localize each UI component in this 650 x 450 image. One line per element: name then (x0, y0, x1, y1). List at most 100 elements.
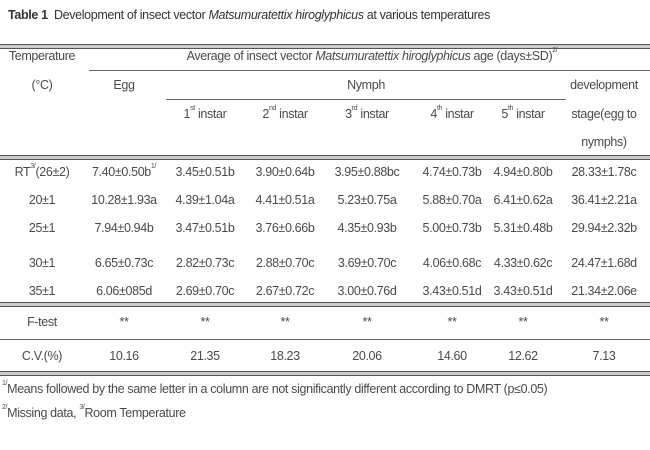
instar-label: instar (194, 107, 227, 121)
cell-value: 36.41±2.21a (571, 193, 637, 207)
average-underline (89, 70, 650, 71)
title-text: Development of insect vector (53, 8, 209, 22)
ftest-value: ** (447, 315, 457, 329)
cell-i3: 4.35±0.93b (338, 221, 397, 235)
instar-number: 4 (430, 107, 437, 121)
temp-text: 20±1 (28, 193, 56, 207)
cell-i5: 4.94±0.80b (494, 165, 553, 179)
cell-value: 3.47±0.51b (175, 221, 235, 235)
top-rule (0, 44, 650, 49)
cell-egg: 6.06±085d (96, 284, 152, 298)
cell-i5: 4.33±0.62c (493, 256, 553, 270)
cell-egg: 7.40±0.50b1/ (92, 163, 156, 179)
instar-number: 5 (501, 107, 508, 121)
temp-text-end: (26±2) (35, 165, 70, 179)
footnote-ref: 2/ (552, 47, 558, 54)
cell-i1: 4.39±1.04a (176, 193, 235, 207)
header-instar-5: 5th instar (501, 105, 545, 121)
ftest-value: ** (119, 315, 129, 329)
cell-i5: 5.31±0.48b (494, 221, 553, 235)
cell-value: 4.35±0.93b (337, 221, 397, 235)
cell-i4: 3.43±0.51d (423, 284, 482, 298)
cell-i3: 3.95±0.88bc (335, 165, 400, 179)
title-text-end: at various temperatures (363, 8, 491, 22)
cell-i4: 4.74±0.73b (423, 165, 482, 179)
footnote-ref: 3/ (30, 163, 36, 170)
footnote-mark: 1/ (2, 380, 8, 387)
instar-suffix: th (507, 105, 514, 112)
cell-i1: 3.47±0.51b (176, 221, 235, 235)
cell-i5: 3.43±0.51d (494, 284, 553, 298)
cell-value: 6.06±085d (96, 284, 152, 298)
cell-value: 21.34±2.06e (571, 284, 637, 298)
cell-value: 4.41±0.51a (255, 193, 315, 207)
cell-i1: 3.45±0.51b (176, 165, 235, 179)
cell-i2: 2.67±0.72c (256, 284, 315, 298)
ftest-value: ** (518, 315, 528, 329)
cell-i1: 2.82±0.73c (175, 256, 235, 270)
footnote-1: 1/Means followed by the same letter in a… (2, 380, 548, 396)
instar-number: 3 (345, 107, 352, 121)
cell-i2: 3.76±0.66b (256, 221, 315, 235)
cell-i2: 4.41±0.51a (256, 193, 315, 207)
cell-value: 3.43±0.51d (422, 284, 482, 298)
cv-value: 7.13 (592, 349, 616, 363)
cell-value: 10.28±1.93a (91, 193, 157, 207)
cell-i2: 2.88±0.70c (256, 256, 315, 270)
cell-dev: 21.34±2.06e (571, 284, 637, 298)
cell-value: 4.39±1.04a (175, 193, 235, 207)
cell-temperature: 20±1 (28, 193, 56, 207)
nymph-underline (166, 99, 566, 100)
instar-suffix: rd (351, 105, 358, 112)
cv-value: 21.35 (190, 349, 220, 363)
cell-egg: 10.28±1.93a (91, 193, 157, 207)
table-title: Table 1 Development of insect vector Mat… (8, 8, 490, 22)
cell-value: 3.76±0.66b (255, 221, 315, 235)
cell-value: 5.88±0.70a (422, 193, 482, 207)
instar-number: 2 (262, 107, 269, 121)
header-nymph: Nymph (347, 78, 385, 92)
header-development-2: stage(egg to (571, 107, 637, 121)
header-bottom-rule (0, 155, 650, 160)
cell-dev: 24.47±1.68d (571, 256, 637, 270)
temp-text: RT (14, 165, 31, 179)
cell-value: 5.00±0.73b (422, 221, 482, 235)
cell-value: 3.95±0.88bc (334, 165, 400, 179)
ftest-label: F-test (27, 315, 57, 329)
header-temperature: Temperature (8, 49, 76, 63)
cell-value: 28.33±1.78c (571, 165, 637, 179)
cell-value: 4.06±0.68c (422, 256, 482, 270)
header-instar-1: 1st instar (184, 105, 227, 121)
table-bottom-rule (0, 371, 650, 376)
header-average-text-end: age (days±SD) (470, 49, 553, 63)
ftest-value: ** (599, 315, 609, 329)
footnote-text: Room Temperature (84, 406, 187, 420)
footnote-text: Means followed by the same letter in a c… (7, 382, 548, 396)
cell-value: 3.43±0.51d (493, 284, 553, 298)
cell-value: 2.82±0.73c (175, 256, 235, 270)
cell-i3: 5.23±0.75a (338, 193, 397, 207)
cell-value: 4.94±0.80b (493, 165, 553, 179)
header-unit: (°C) (31, 78, 53, 92)
cell-value: 29.94±2.32b (571, 221, 637, 235)
cell-i3: 3.69±0.70c (337, 256, 397, 270)
cell-temperature: 30±1 (29, 256, 56, 270)
header-average-species: Matsumuratettix hiroglyphicus (315, 49, 471, 63)
cv-value: 10.16 (109, 349, 139, 363)
ftest-value: ** (200, 315, 210, 329)
header-instar-3: 3rd instar (345, 105, 389, 121)
cell-temperature: 35±1 (29, 284, 56, 298)
cell-value: 6.41±0.62a (493, 193, 553, 207)
cv-label: C.V.(%) (21, 349, 63, 363)
cell-value: 4.33±0.62c (493, 256, 553, 270)
cv-value: 18.23 (270, 349, 300, 363)
cell-value: 5.23±0.75a (337, 193, 397, 207)
instar-label: instar (513, 107, 545, 121)
cell-i1: 2.69±0.70c (176, 284, 235, 298)
header-average-text: Average of insect vector (186, 49, 316, 63)
instar-suffix: th (436, 105, 443, 112)
cell-value: 3.69±0.70c (337, 256, 397, 270)
cell-value: 7.94±0.94b (94, 221, 154, 235)
header-development-1: development (570, 78, 638, 92)
cell-value: 3.90±0.64b (255, 165, 315, 179)
